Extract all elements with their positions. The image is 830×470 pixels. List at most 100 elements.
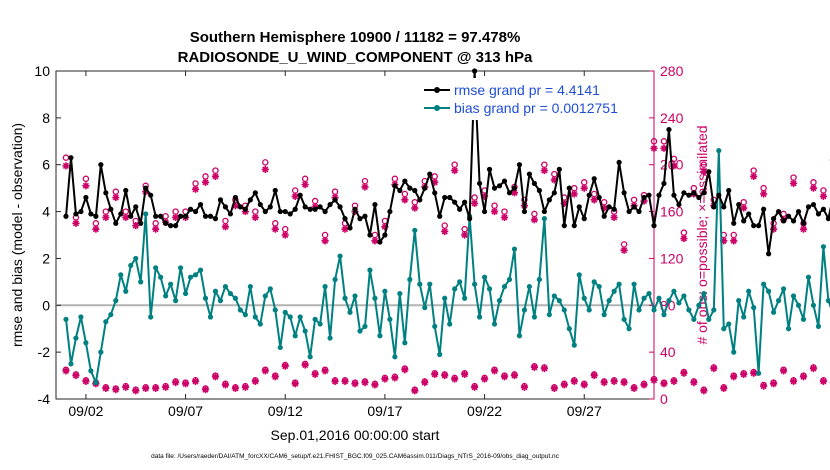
bias-point xyxy=(252,314,258,320)
rmse-point xyxy=(347,225,353,231)
bias-point xyxy=(457,279,463,285)
bias-point xyxy=(377,333,383,339)
obs-assimilated-marker xyxy=(550,176,558,184)
obs-assimilated-marker xyxy=(191,377,200,386)
rmse-point xyxy=(626,208,632,215)
obs-assimilated-marker xyxy=(760,382,768,390)
obs-assimilated-marker xyxy=(341,225,349,233)
chart-subtitle: RADIOSONDE_U_WIND_COMPONENT @ 313 hPa xyxy=(178,49,533,66)
rmse-point xyxy=(521,208,528,215)
rmse-point xyxy=(317,204,323,210)
bias-point xyxy=(357,328,363,334)
obs-assimilated-marker xyxy=(251,213,259,222)
obs-assimilated-marker xyxy=(760,190,768,198)
rmse-point xyxy=(63,213,69,219)
bias-point xyxy=(506,276,513,283)
obs-assimilated-marker xyxy=(271,373,279,381)
obs-assimilated-marker xyxy=(181,380,190,388)
x-axis-label: Sep.01,2016 00:00:00 start xyxy=(271,427,440,443)
rmse-point xyxy=(447,194,453,201)
rmse-point xyxy=(197,201,204,208)
rmse-point xyxy=(292,206,298,212)
rmse-point xyxy=(506,190,513,196)
bias-point xyxy=(297,314,303,320)
obs-assimilated-marker xyxy=(191,185,200,193)
rmse-point xyxy=(153,213,159,219)
bias-point xyxy=(751,305,757,311)
bias-point xyxy=(476,314,483,320)
rmse-point xyxy=(472,68,478,74)
bias-point xyxy=(656,295,662,301)
rmse-point xyxy=(586,192,592,198)
rmse-point xyxy=(88,211,94,217)
bias-point xyxy=(168,281,174,287)
bias-point xyxy=(736,298,742,304)
obs-possible-marker xyxy=(750,167,757,174)
obs-assimilated-marker xyxy=(361,379,369,387)
rmse-point xyxy=(93,213,99,219)
bias-point xyxy=(511,246,518,252)
rmse-point xyxy=(312,206,318,212)
rmse-point xyxy=(656,192,662,198)
obs-assimilated-marker xyxy=(730,373,738,381)
rmse-point xyxy=(452,199,458,205)
rmse-point xyxy=(392,183,398,189)
bias-point xyxy=(681,293,687,299)
obs-assimilated-marker xyxy=(610,213,618,222)
rmse-point xyxy=(307,206,313,212)
rmse-point xyxy=(287,211,293,217)
obs-assimilated-marker xyxy=(241,383,249,391)
bias-point xyxy=(596,283,602,290)
obs-assimilated-marker xyxy=(82,377,90,386)
rmse-point xyxy=(387,208,393,215)
obs-assimilated-marker xyxy=(261,367,269,375)
bias-point xyxy=(83,340,89,346)
bias-point xyxy=(671,288,677,294)
rmse-point xyxy=(721,204,727,210)
obs-assimilated-marker xyxy=(770,380,778,388)
obs-possible-marker xyxy=(680,229,688,236)
bias-point xyxy=(571,342,577,348)
y-axis-label: rmse and bias (model - observation) xyxy=(9,123,25,347)
rmse-point xyxy=(362,213,368,219)
bias-point xyxy=(691,316,697,322)
bias-point xyxy=(646,290,652,297)
obs-possible-marker xyxy=(820,187,827,194)
x-tick-label: 09/07 xyxy=(168,403,203,419)
rmse-point xyxy=(342,216,348,222)
obs-assimilated-marker xyxy=(670,162,678,170)
rmse-point xyxy=(237,204,243,210)
obs-assimilated-marker xyxy=(740,204,748,212)
bias-point xyxy=(317,321,323,327)
rmse-point xyxy=(531,180,538,187)
obs-assimilated-marker xyxy=(62,162,70,170)
bias-point xyxy=(591,279,597,285)
bias-point xyxy=(531,314,538,320)
rmse-point xyxy=(257,201,263,208)
obs-assimilated-marker xyxy=(201,386,210,394)
rmse-point xyxy=(407,185,413,191)
y-tick-label: 4 xyxy=(42,204,50,220)
bias-point xyxy=(820,244,827,250)
rmse-point xyxy=(118,211,124,217)
obs-assimilated-marker xyxy=(301,181,309,189)
y-tick-label: 0 xyxy=(42,297,50,313)
rmse-point xyxy=(651,223,657,229)
bias-point xyxy=(526,283,533,290)
rmse-point xyxy=(158,213,164,219)
rmse-point xyxy=(168,223,174,229)
rmse-point xyxy=(561,223,567,229)
bias-point xyxy=(262,293,268,299)
obs-assimilated-marker xyxy=(819,377,828,386)
bias-point xyxy=(217,298,224,304)
obs-assimilated-marker xyxy=(281,362,289,370)
bias-point xyxy=(422,305,428,311)
obs-assimilated-marker xyxy=(540,364,548,373)
obs-assimilated-marker xyxy=(530,363,538,371)
legend-rmse-marker xyxy=(434,87,440,93)
bias-point xyxy=(766,288,772,294)
rmse-point xyxy=(327,201,333,208)
obs-assimilated-marker xyxy=(112,193,120,202)
rmse-point xyxy=(352,206,358,212)
obs-assimilated-marker xyxy=(221,223,230,231)
